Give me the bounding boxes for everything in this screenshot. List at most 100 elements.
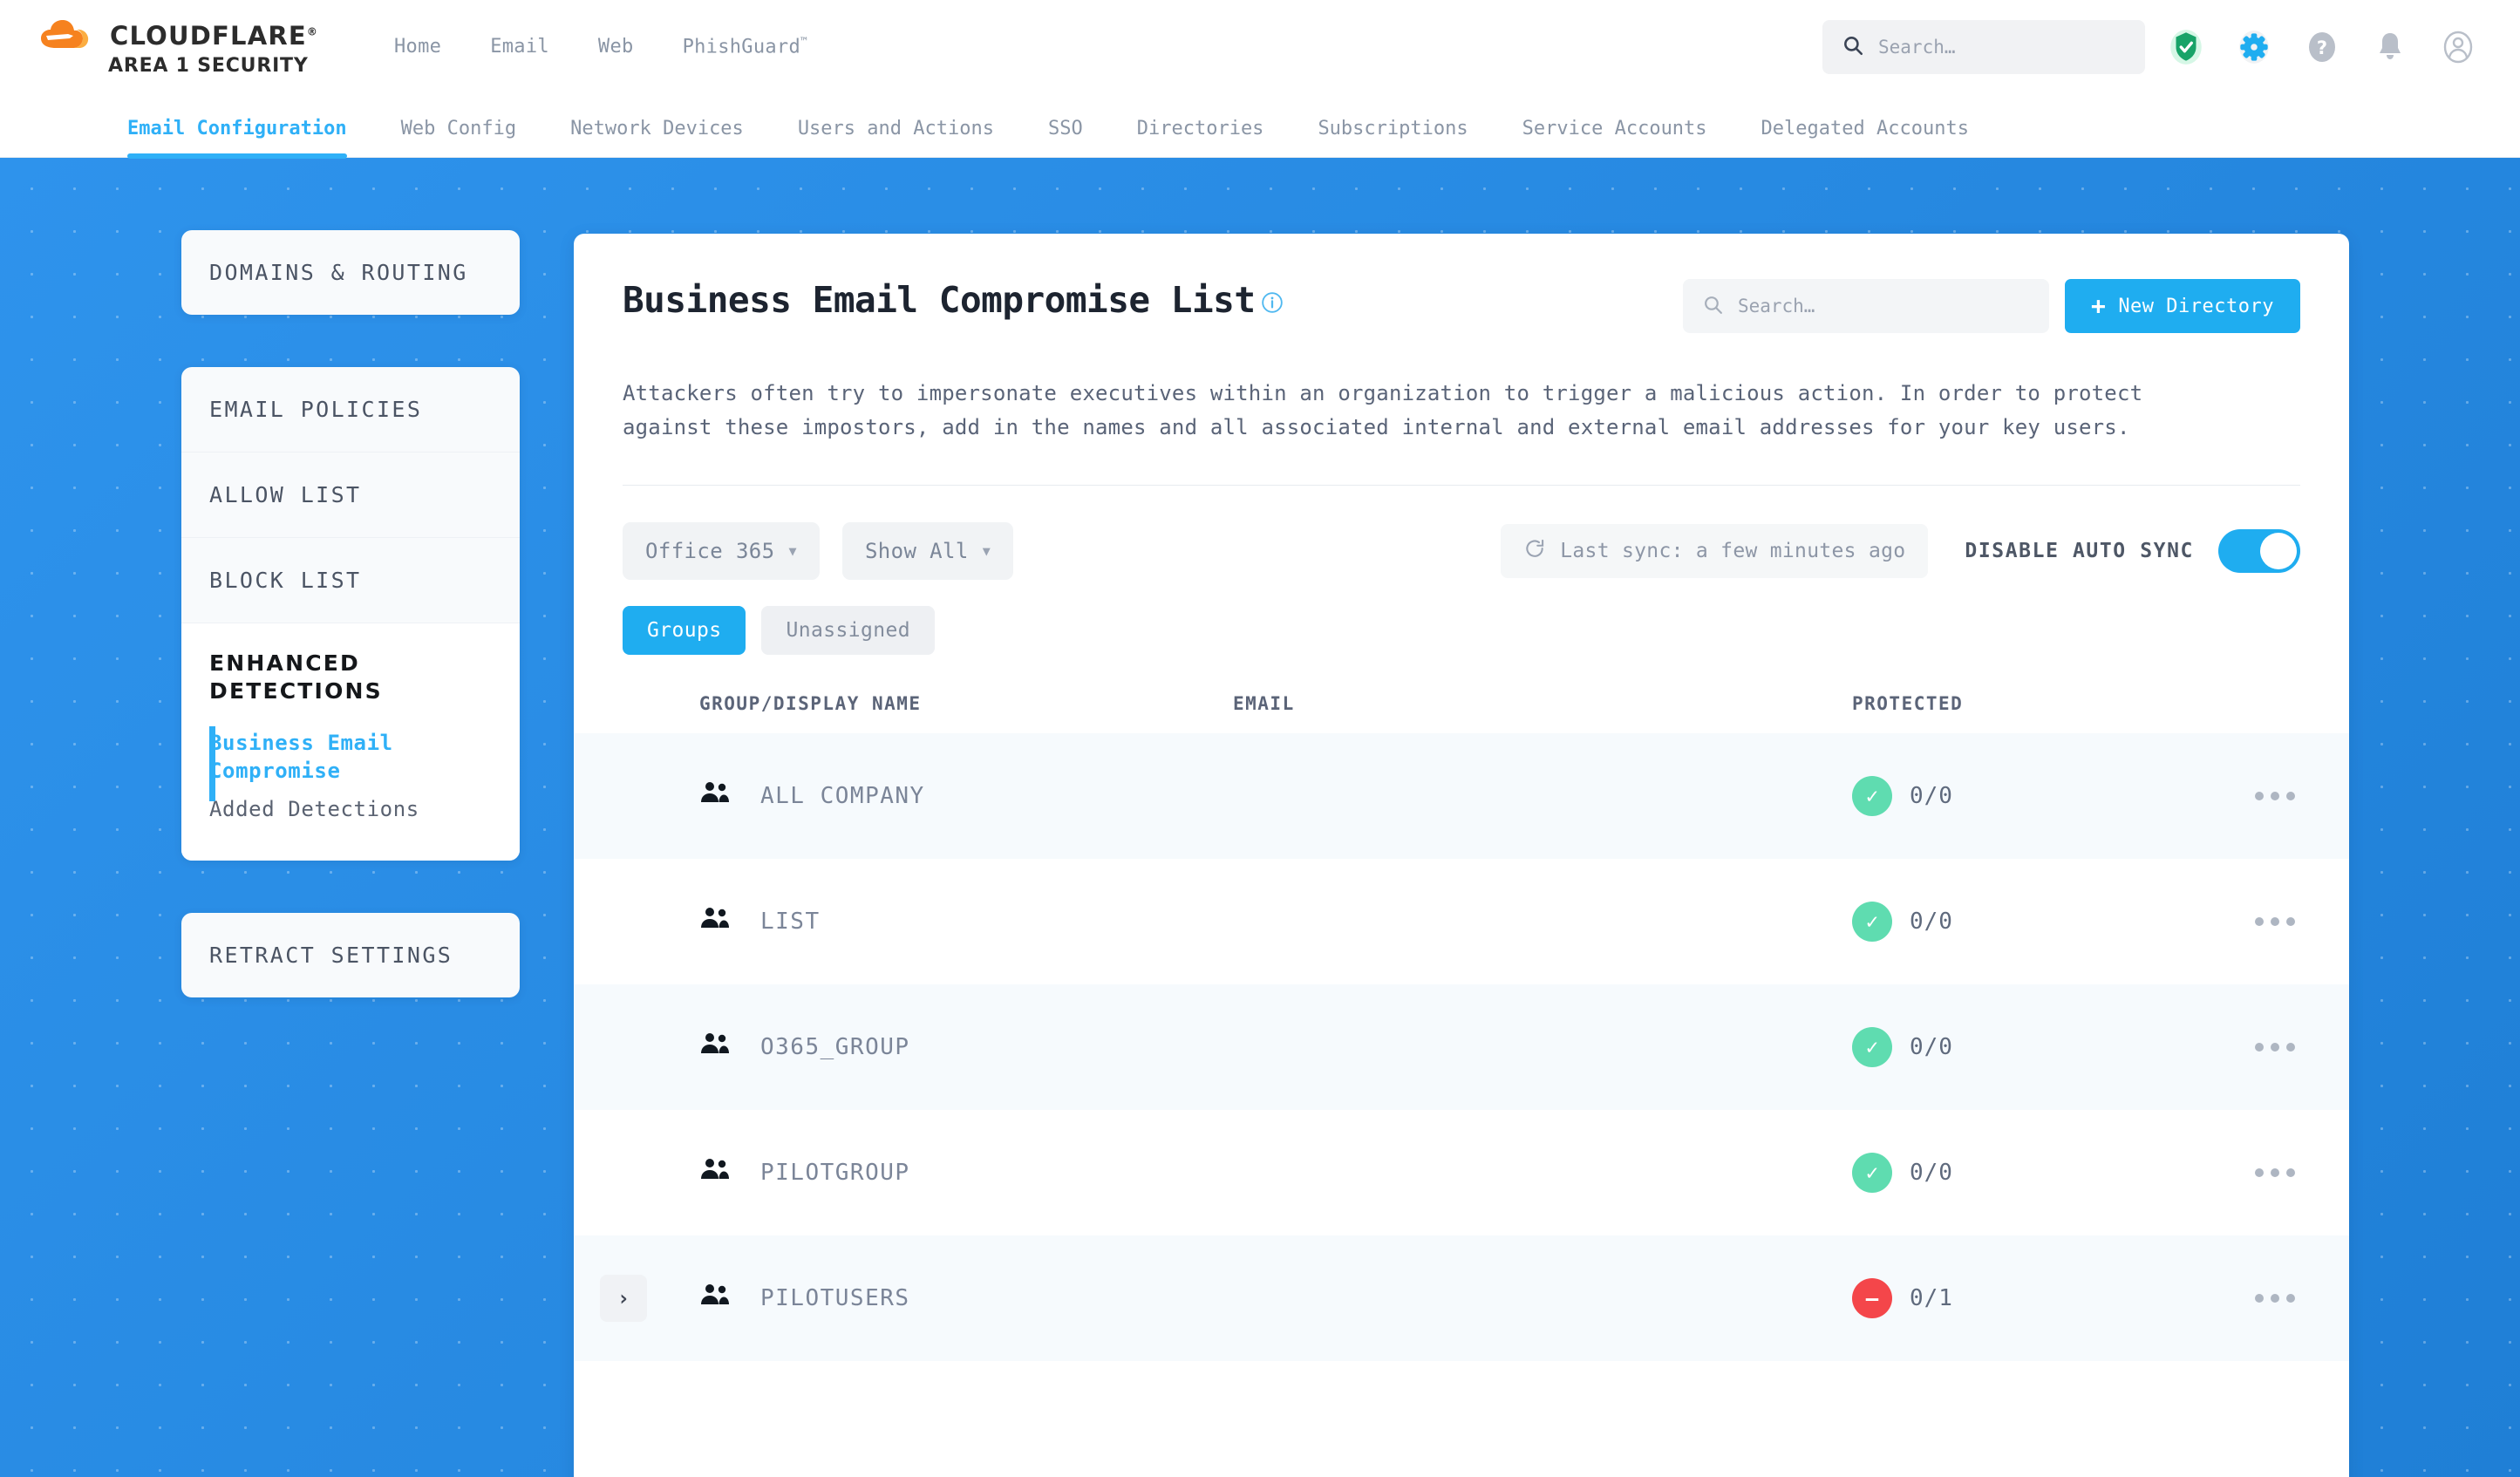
- status-badge-minus-icon: —: [1852, 1277, 1892, 1318]
- row-menu-icon[interactable]: [2255, 1167, 2295, 1177]
- help-icon[interactable]: ?: [2295, 20, 2349, 74]
- status-badge-check-icon: ✓: [1852, 1026, 1892, 1067]
- tab-web-config[interactable]: Web Config: [400, 118, 517, 140]
- column-email: EMAIL: [1233, 692, 1295, 714]
- column-group-display-name: GROUP/DISPLAY NAME: [699, 692, 922, 714]
- sidebar-item-domains-routing[interactable]: DOMAINS & ROUTING: [209, 260, 468, 285]
- row-protected-cell: ✓ 0/0: [1852, 775, 2183, 816]
- sidebar-item-retract-settings[interactable]: RETRACT SETTINGS: [209, 942, 453, 968]
- tab-delegated-accounts[interactable]: Delegated Accounts: [1761, 118, 1969, 140]
- sidebar-group-enhanced-detections: ENHANCED DETECTIONS Business Email Compr…: [181, 623, 520, 861]
- auto-sync-toggle[interactable]: [2218, 528, 2300, 573]
- sidebar-card-domains: DOMAINS & ROUTING: [181, 230, 520, 315]
- table-row[interactable]: PILOTGROUP ✓ 0/0: [574, 1110, 2349, 1235]
- search-icon: [1842, 34, 1864, 60]
- segment-unassigned[interactable]: Unassigned: [761, 605, 935, 655]
- toggle-knob: [2260, 532, 2297, 569]
- row-name-text: LIST: [760, 908, 821, 935]
- search-icon: [1702, 294, 1724, 319]
- new-directory-button[interactable]: + New Directory: [2064, 279, 2300, 333]
- row-protected-count: 0/0: [1910, 908, 1953, 935]
- gear-icon[interactable]: [2227, 20, 2281, 74]
- table-header: GROUP/DISPLAY NAME EMAIL PROTECTED: [574, 693, 2349, 733]
- row-protected-cell: ✓ 0/0: [1852, 1152, 2183, 1193]
- sidebar-item-block-list[interactable]: BLOCK LIST: [181, 537, 520, 623]
- row-protected-cell: — 0/1: [1852, 1277, 2183, 1318]
- row-name-text: PILOTUSERS: [760, 1284, 910, 1311]
- nav-item-web[interactable]: Web: [597, 36, 634, 58]
- provider-select[interactable]: Office 365 ▼: [623, 521, 820, 580]
- chevron-down-icon: ▼: [788, 542, 797, 559]
- row-menu-icon[interactable]: [2255, 916, 2295, 926]
- tab-sso[interactable]: SSO: [1047, 118, 1083, 140]
- row-menu-icon[interactable]: [2255, 1293, 2295, 1303]
- row-name-text: ALL COMPANY: [760, 782, 925, 809]
- status-badge-check-icon: ✓: [1852, 775, 1892, 816]
- brand-logo[interactable]: CLOUDFLARE® AREA 1 SECURITY: [38, 18, 335, 77]
- sidebar-card-retract: RETRACT SETTINGS: [181, 912, 520, 997]
- row-protected-cell: ✓ 0/0: [1852, 1026, 2183, 1067]
- info-icon[interactable]: [1261, 281, 1284, 323]
- brand-subtitle: AREA 1 SECURITY: [108, 54, 309, 77]
- plus-icon: +: [2090, 291, 2107, 320]
- groups-table: GROUP/DISPLAY NAME EMAIL PROTECTED ALL C…: [574, 693, 2349, 1361]
- column-protected: PROTECTED: [1852, 692, 1964, 714]
- sidebar-item-allow-list[interactable]: ALLOW LIST: [181, 452, 520, 537]
- cloudflare-cloud-icon: [38, 18, 101, 53]
- table-row[interactable]: › PILOTUSERS — 0/1: [574, 1235, 2349, 1361]
- main-content-card: Business Email Compromise List: [574, 234, 2349, 1477]
- account-icon[interactable]: [2431, 20, 2485, 74]
- nav-item-home[interactable]: Home: [394, 36, 442, 58]
- group-icon: [699, 907, 734, 936]
- shield-check-icon[interactable]: [2159, 20, 2213, 74]
- tab-users-and-actions[interactable]: Users and Actions: [797, 118, 994, 140]
- chevron-down-icon: ▼: [982, 542, 991, 559]
- directory-search[interactable]: Search…: [1682, 279, 2049, 333]
- row-name-cell: ALL COMPANY: [623, 781, 1233, 810]
- tab-email-configuration[interactable]: Email Configuration: [127, 118, 347, 159]
- global-search-placeholder: Search…: [1878, 37, 1956, 58]
- header-divider: [623, 484, 2300, 486]
- row-name-cell: PILOTUSERS: [623, 1283, 1233, 1312]
- directory-search-placeholder: Search…: [1737, 296, 1815, 316]
- tab-subscriptions[interactable]: Subscriptions: [1318, 118, 1468, 140]
- tab-network-devices[interactable]: Network Devices: [570, 118, 744, 140]
- table-row[interactable]: ALL COMPANY ✓ 0/0: [574, 732, 2349, 859]
- group-icon: [699, 1158, 734, 1187]
- nav-item-email[interactable]: Email: [490, 36, 549, 58]
- expand-row-button[interactable]: ›: [600, 1274, 647, 1322]
- segment-control: Groups Unassigned: [623, 605, 2300, 655]
- page-body: DOMAINS & ROUTING EMAIL POLICIES ALLOW L…: [0, 157, 2520, 1477]
- table-row[interactable]: LIST ✓ 0/0: [574, 859, 2349, 984]
- row-protected-cell: ✓ 0/0: [1852, 901, 2183, 942]
- nav-item-phishguard[interactable]: PhishGuard™: [682, 36, 808, 58]
- segment-groups[interactable]: Groups: [623, 605, 746, 655]
- show-select[interactable]: Show All ▼: [841, 521, 1014, 580]
- row-name-cell: LIST: [623, 907, 1233, 936]
- sidebar-item-business-email-compromise[interactable]: Business Email Compromise: [209, 725, 492, 791]
- tab-service-accounts[interactable]: Service Accounts: [1522, 118, 1707, 140]
- left-sidebar: DOMAINS & ROUTING EMAIL POLICIES ALLOW L…: [181, 230, 520, 1050]
- page-description: Attackers often try to impersonate execu…: [623, 381, 2143, 439]
- row-actions-cell: [2183, 1042, 2300, 1052]
- row-actions-cell: [2183, 1293, 2300, 1303]
- last-sync-button[interactable]: Last sync: a few minutes ago: [1501, 523, 1929, 578]
- global-search[interactable]: Search…: [1822, 20, 2145, 74]
- sidebar-group-title: ENHANCED DETECTIONS: [209, 650, 383, 704]
- sidebar-item-added-detections[interactable]: Added Detections: [209, 796, 419, 821]
- row-protected-count: 0/0: [1910, 1159, 1953, 1186]
- row-actions-cell: [2183, 916, 2300, 926]
- bell-icon[interactable]: [2363, 20, 2417, 74]
- main-nav: Home Email Web PhishGuard™: [370, 36, 832, 58]
- sidebar-item-email-policies[interactable]: EMAIL POLICIES: [209, 397, 423, 422]
- last-sync-text: Last sync: a few minutes ago: [1560, 539, 1906, 562]
- group-icon: [699, 1283, 734, 1312]
- row-menu-icon[interactable]: [2255, 791, 2295, 800]
- status-badge-check-icon: ✓: [1852, 1152, 1892, 1193]
- svg-text:?: ?: [2317, 37, 2327, 58]
- tab-directories[interactable]: Directories: [1136, 118, 1264, 140]
- row-menu-icon[interactable]: [2255, 1042, 2295, 1052]
- page-title-text: Business Email Compromise List: [623, 279, 1256, 321]
- table-row[interactable]: O365_GROUP ✓ 0/0: [574, 984, 2349, 1110]
- provider-select-value: Office 365: [645, 538, 775, 563]
